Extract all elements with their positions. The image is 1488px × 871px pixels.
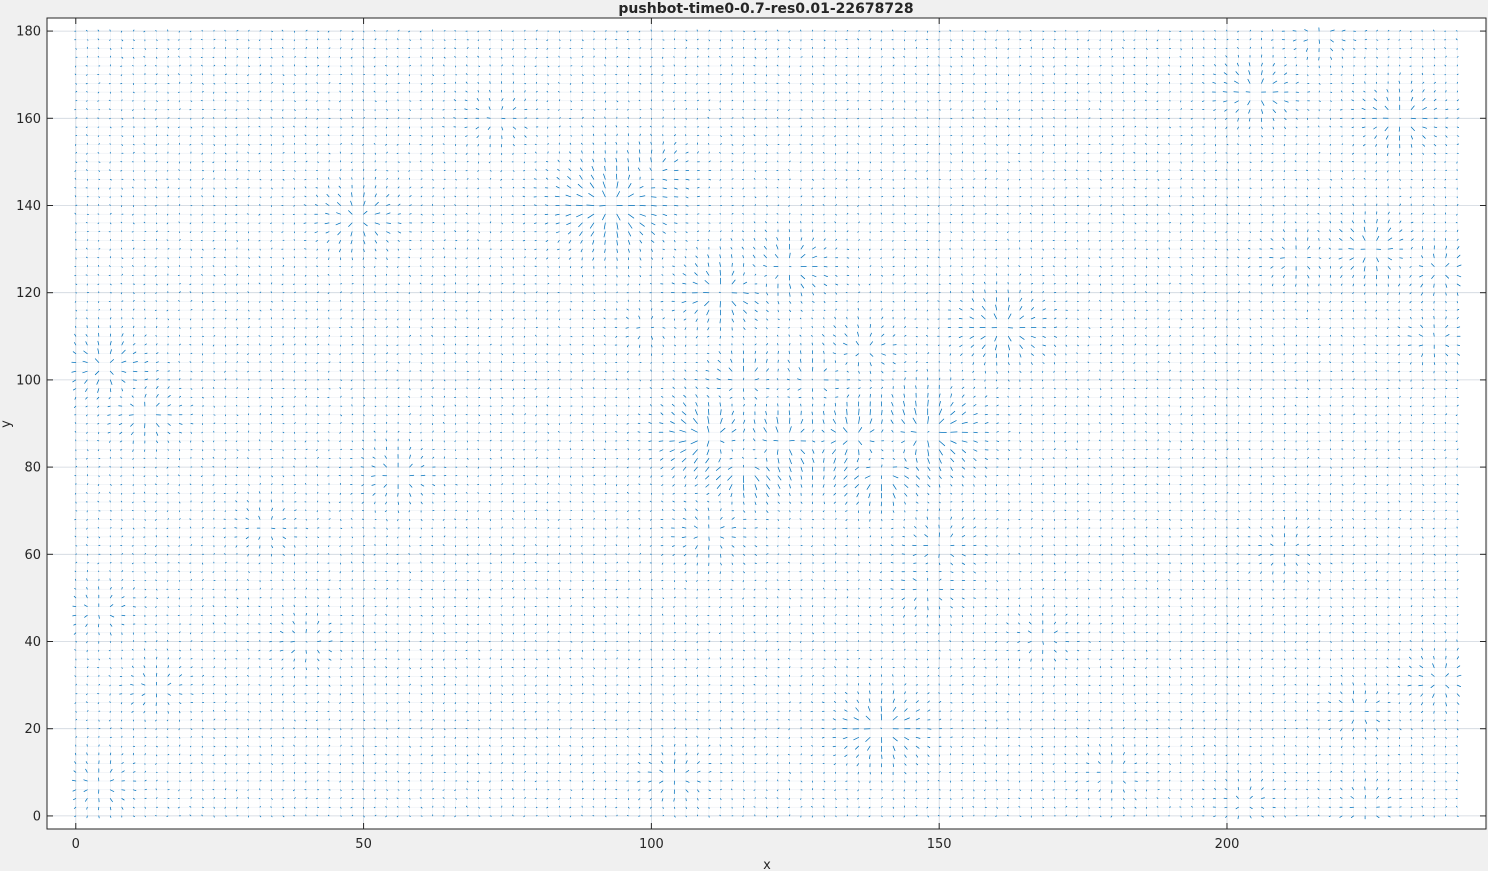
x-tick-label: 150: [927, 837, 952, 852]
x-tick-label: 200: [1215, 837, 1240, 852]
y-tick-label: 80: [24, 461, 41, 476]
y-tick-label: 60: [24, 548, 41, 563]
x-axis-label: x: [763, 858, 771, 871]
axes-frame: [46, 17, 1487, 830]
x-tick-label: 100: [639, 837, 664, 852]
y-tick-label: 40: [24, 635, 41, 650]
y-tick-label: 0: [33, 809, 41, 824]
y-tick-label: 100: [16, 373, 41, 388]
vector-field-arrows: [71, 27, 1462, 820]
x-tick-label: 50: [355, 837, 372, 852]
quiver-arrows: [71, 27, 1462, 820]
y-tick-label: 140: [16, 199, 41, 214]
x-tick-label: 0: [72, 837, 80, 852]
y-axis-label: y: [0, 420, 14, 428]
chart-title: pushbot-time0-0.7-res0.01-22678728: [618, 1, 913, 17]
ticks: 0 50 100 150 200 0 20 40 60 80 100 120 140 160 180: [16, 18, 1486, 852]
y-tick-label: 160: [16, 112, 41, 127]
y-tick-label: 180: [16, 25, 41, 40]
y-tick-label: 20: [24, 722, 41, 737]
y-tick-label: 120: [16, 286, 41, 301]
